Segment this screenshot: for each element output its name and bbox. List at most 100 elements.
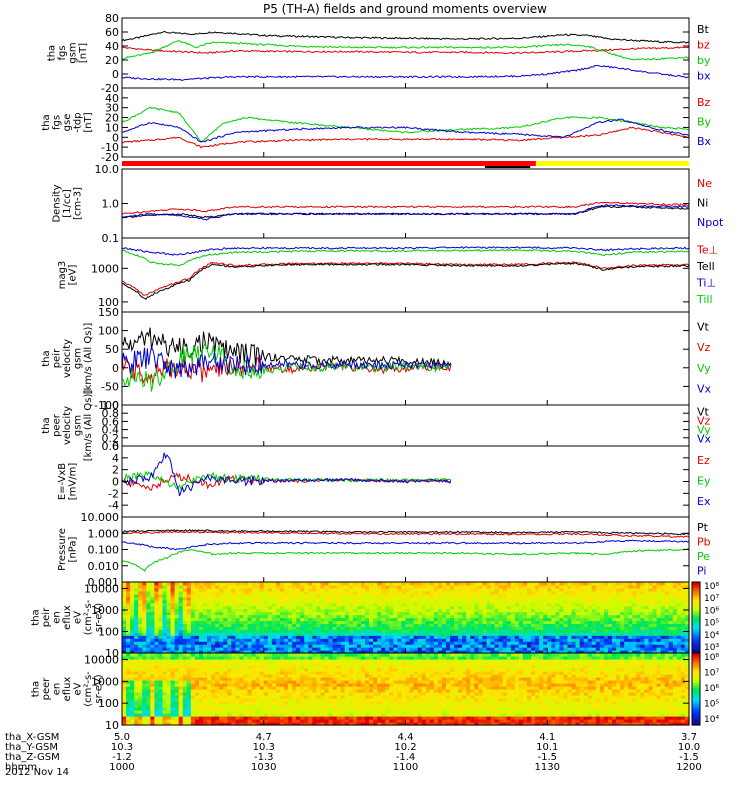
heatmap-cell — [510, 641, 516, 645]
series-line-Pt — [121, 528, 690, 536]
heatmap-cell — [454, 584, 459, 589]
heatmap-cell — [219, 590, 224, 595]
heatmap-cell — [122, 644, 127, 648]
heatmap-cell — [332, 683, 338, 687]
heatmap-cell — [219, 593, 224, 598]
heatmap-cell — [142, 587, 147, 592]
heatmap-cell — [122, 647, 127, 651]
heatmap-cell — [292, 710, 297, 714]
heatmap-cell — [162, 590, 168, 595]
heatmap-cell — [332, 602, 338, 607]
heatmap-cell — [348, 635, 354, 639]
heatmap-cell — [595, 593, 601, 598]
heatmap-cell — [344, 641, 350, 645]
heatmap-cell — [632, 617, 637, 622]
heatmap-cell — [539, 611, 544, 616]
heatmap-cell — [660, 638, 666, 642]
heatmap-cell — [381, 593, 386, 598]
y-tick-label: 4 — [112, 452, 119, 465]
heatmap-cell — [190, 602, 196, 607]
heatmap-cell — [672, 602, 678, 607]
colorbar-swatch — [692, 644, 700, 647]
heatmap-cell — [186, 653, 192, 657]
heatmap-cell — [178, 671, 184, 675]
heatmap-cell — [389, 638, 394, 642]
heatmap-cell — [251, 674, 257, 678]
heatmap-cell — [279, 602, 285, 607]
heatmap-cell — [340, 644, 346, 648]
heatmap-cell — [328, 698, 334, 702]
heatmap-cell — [194, 641, 200, 645]
heatmap-cell — [243, 692, 249, 696]
heatmap-cell — [636, 641, 641, 645]
heatmap-cell — [320, 620, 326, 625]
heatmap-cell — [494, 632, 500, 636]
heatmap-cell — [316, 620, 322, 625]
heatmap-cell — [518, 602, 524, 607]
heatmap-cell — [150, 605, 155, 610]
heatmap-cell — [275, 674, 281, 678]
heatmap-cell — [624, 617, 629, 622]
heatmap-cell — [599, 617, 605, 622]
heatmap-cell — [389, 617, 394, 622]
heatmap-cell — [328, 611, 334, 616]
heatmap-cell — [324, 674, 330, 678]
heatmap-cell — [458, 599, 463, 604]
heatmap-cell — [259, 692, 265, 696]
heatmap-cell — [522, 632, 528, 636]
heatmap-cell — [284, 641, 289, 645]
heatmap-cell — [178, 719, 184, 723]
heatmap-cell — [134, 623, 139, 627]
heatmap-cell — [603, 617, 609, 622]
heatmap-cell — [211, 590, 216, 595]
heatmap-cell — [267, 629, 273, 633]
heatmap-cell — [207, 596, 212, 601]
heatmap-cell — [194, 587, 200, 592]
colorbar-swatch — [692, 596, 700, 599]
heatmap-cell — [522, 596, 528, 601]
heatmap-cell — [567, 635, 573, 639]
heatmap-cell — [288, 710, 293, 714]
heatmap-cell — [535, 620, 540, 625]
heatmap-cell — [300, 626, 305, 630]
heatmap-cell — [579, 617, 585, 622]
heatmap-cell — [551, 596, 556, 601]
heatmap-cell — [466, 582, 471, 586]
heatmap-cell — [126, 650, 131, 654]
heatmap-cell — [486, 626, 492, 630]
heatmap-cell — [255, 596, 261, 601]
heatmap-cell — [215, 614, 220, 619]
heatmap-cell — [174, 638, 180, 642]
legend-Vx: Vx — [697, 433, 712, 446]
heatmap-cell — [531, 605, 536, 610]
heatmap-cell — [425, 623, 431, 627]
heatmap-cell — [198, 707, 204, 711]
heatmap-cell — [271, 605, 277, 610]
heatmap-cell — [150, 650, 155, 654]
heatmap-cell — [535, 587, 540, 592]
heatmap-cell — [632, 626, 637, 630]
heatmap-cell — [555, 635, 560, 639]
heatmap-cell — [328, 638, 334, 642]
heatmap-cell — [409, 647, 415, 651]
heatmap-cell — [170, 665, 176, 669]
heatmap-cell — [292, 659, 297, 663]
heatmap-cell — [502, 623, 508, 627]
heatmap-cell — [470, 611, 475, 616]
heatmap-cell — [166, 692, 172, 696]
heatmap-cell — [178, 614, 184, 619]
heatmap-cell — [527, 644, 532, 648]
heatmap-cell — [356, 584, 362, 589]
heatmap-cell — [620, 605, 625, 610]
heatmap-cell — [365, 602, 370, 607]
heatmap-cell — [543, 584, 548, 589]
heatmap-cell — [178, 674, 184, 678]
heatmap-cell — [178, 695, 184, 699]
heatmap-cell — [567, 584, 573, 589]
heatmap-cell — [122, 686, 127, 690]
heatmap-cell — [547, 596, 552, 601]
heatmap-cell — [397, 599, 403, 604]
heatmap-cell — [211, 599, 216, 604]
heatmap-cell — [624, 623, 629, 627]
series-line-Vx — [121, 345, 452, 379]
